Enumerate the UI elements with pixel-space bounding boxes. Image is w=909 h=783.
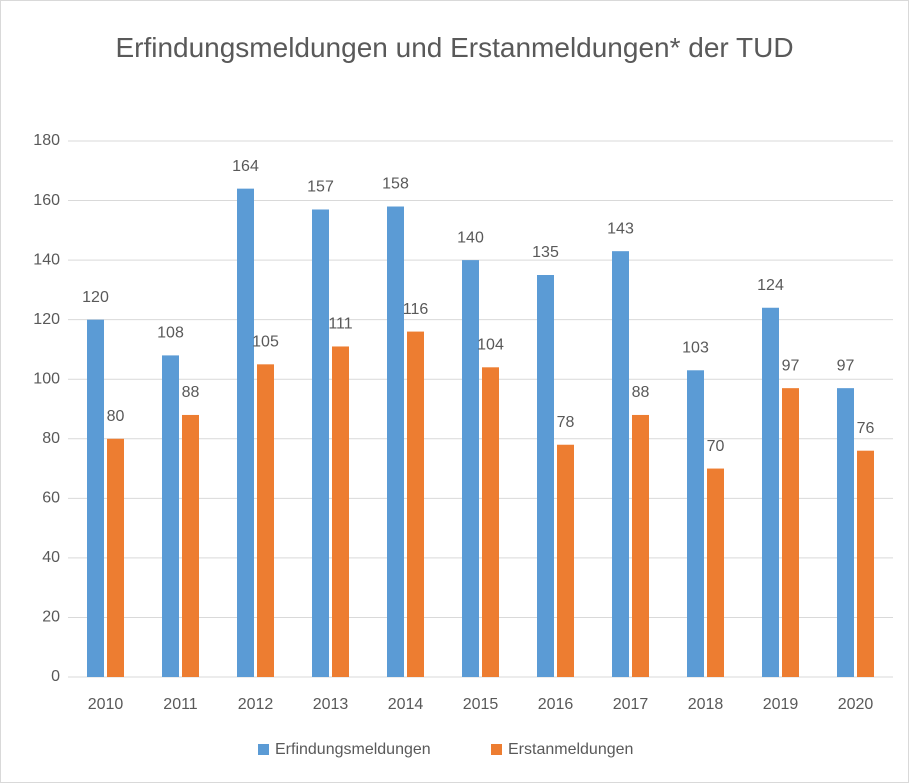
value-label: 80 <box>107 408 125 425</box>
x-tick-label: 2019 <box>763 696 799 713</box>
bar <box>857 450 874 677</box>
value-label: 97 <box>782 357 800 374</box>
bar <box>312 209 329 677</box>
bar <box>332 346 349 677</box>
value-label: 164 <box>232 158 259 175</box>
y-tick-label: 140 <box>33 251 60 268</box>
value-label: 108 <box>157 325 184 342</box>
value-label: 88 <box>182 384 200 401</box>
bar <box>687 370 704 677</box>
value-label: 103 <box>682 340 709 357</box>
x-tick-label: 2014 <box>388 696 424 713</box>
bar <box>762 307 779 677</box>
bar <box>462 260 479 677</box>
bar <box>387 206 404 677</box>
bar <box>632 414 649 677</box>
x-tick-label: 2015 <box>463 696 499 713</box>
legend-swatch <box>491 744 502 755</box>
value-label: 97 <box>837 357 855 374</box>
x-tick-label: 2013 <box>313 696 349 713</box>
y-tick-label: 20 <box>42 609 60 626</box>
value-label: 120 <box>82 289 109 306</box>
y-tick-label: 60 <box>42 490 60 507</box>
y-tick-label: 180 <box>33 132 60 149</box>
bar <box>612 251 629 677</box>
bar <box>107 438 124 677</box>
bar <box>257 364 274 677</box>
x-tick-label: 2012 <box>238 696 274 713</box>
value-label: 158 <box>382 176 409 193</box>
legend-label: Erstanmeldungen <box>508 741 633 758</box>
bar <box>557 444 574 677</box>
x-tick-label: 2017 <box>613 696 649 713</box>
bar <box>707 468 724 677</box>
bar <box>837 388 854 677</box>
bar <box>162 355 179 677</box>
bar <box>782 388 799 677</box>
y-tick-label: 40 <box>42 549 60 566</box>
value-label: 143 <box>607 220 634 237</box>
value-label: 78 <box>557 414 575 431</box>
value-label: 140 <box>457 229 484 246</box>
bar <box>182 414 199 677</box>
y-tick-label: 80 <box>42 430 60 447</box>
value-label: 124 <box>757 277 784 294</box>
x-tick-label: 2016 <box>538 696 574 713</box>
bar <box>537 275 554 677</box>
y-tick-label: 100 <box>33 370 60 387</box>
value-label: 70 <box>707 438 725 455</box>
x-tick-label: 2020 <box>838 696 874 713</box>
x-tick-label: 2010 <box>88 696 124 713</box>
value-label: 116 <box>403 301 429 318</box>
bar <box>407 331 424 677</box>
value-label: 88 <box>632 384 650 401</box>
bar <box>237 188 254 677</box>
value-label: 105 <box>252 334 279 351</box>
y-tick-label: 160 <box>33 192 60 209</box>
chart-title: Erfindungsmeldungen und Erstanmeldungen*… <box>115 32 794 63</box>
value-label: 135 <box>532 244 559 261</box>
value-label: 111 <box>328 316 352 333</box>
legend-label: Erfindungsmeldungen <box>275 741 431 758</box>
legend-swatch <box>258 744 269 755</box>
x-tick-label: 2011 <box>163 696 198 713</box>
x-tick-label: 2018 <box>688 696 724 713</box>
y-tick-label: 120 <box>33 311 60 328</box>
value-label: 104 <box>477 337 504 354</box>
bar <box>482 367 499 677</box>
value-label: 76 <box>857 420 875 437</box>
value-label: 157 <box>307 179 334 196</box>
y-tick-label: 0 <box>51 668 60 685</box>
bar <box>87 319 104 677</box>
